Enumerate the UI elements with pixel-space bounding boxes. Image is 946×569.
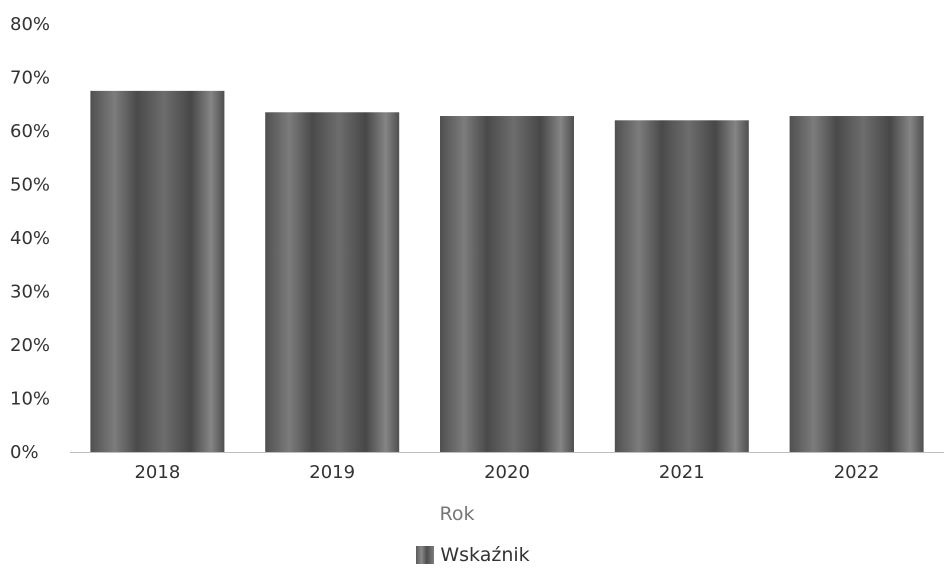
legend: Wskaźnik: [0, 544, 946, 566]
x-axis-title: Rok: [440, 503, 475, 525]
legend-swatch: [416, 546, 435, 564]
x-tick-label: 2019: [309, 462, 355, 483]
x-axis-ticks: 2018 2019 2020 2021 2022: [134, 462, 879, 483]
y-tick-label: 0%: [10, 442, 39, 463]
y-tick-label: 40%: [10, 228, 50, 249]
bar-2018: [90, 90, 225, 452]
y-tick-label: 70%: [10, 68, 50, 89]
x-tick-label: 2018: [134, 462, 180, 483]
bar-2020: [440, 116, 574, 453]
legend-label: Wskaźnik: [440, 544, 530, 566]
bar-2019: [265, 112, 400, 453]
y-tick-label: 80%: [10, 14, 50, 35]
y-tick-label: 10%: [10, 389, 50, 410]
x-tick-label: 2020: [484, 462, 530, 483]
y-axis-ticks: 0% 10% 20% 30% 40% 50% 60% 70% 80%: [10, 14, 50, 463]
x-tick-label: 2021: [659, 462, 705, 483]
bar-2021: [614, 120, 749, 453]
y-tick-label: 30%: [10, 282, 50, 303]
bar-2022: [789, 116, 924, 453]
y-tick-label: 50%: [10, 175, 50, 196]
y-tick-label: 60%: [10, 121, 50, 142]
x-tick-label: 2022: [834, 462, 880, 483]
bars-group: [90, 90, 924, 453]
y-tick-label: 20%: [10, 335, 50, 356]
